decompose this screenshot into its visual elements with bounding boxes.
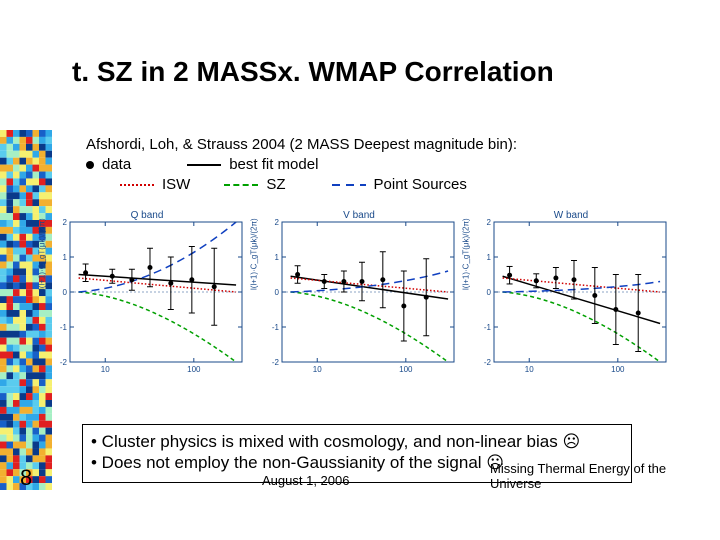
chart-v-band: V band l(l+1)·C_gT(μk)/(2π) -2-101210100… <box>256 208 462 376</box>
legend-row-2: ISW SZ Point Sources <box>120 176 467 193</box>
chart-w-band: W band l(l+1)·C_gT(μk)/(2π) -2-101210100… <box>468 208 674 376</box>
svg-text:2: 2 <box>275 218 280 227</box>
svg-text:1: 1 <box>63 253 68 262</box>
svg-text:10: 10 <box>313 365 322 374</box>
svg-text:100: 100 <box>399 365 413 374</box>
slide-number: 8 <box>20 465 32 491</box>
bestfit-line-icon <box>187 164 221 166</box>
svg-text:1: 1 <box>275 253 280 262</box>
svg-text:-1: -1 <box>484 323 492 332</box>
footer-right-text: Missing Thermal Energy of the Universe <box>490 462 720 492</box>
svg-text:-2: -2 <box>484 358 492 367</box>
svg-text:-1: -1 <box>272 323 280 332</box>
isw-line-icon <box>120 184 154 186</box>
legend-ps-label: Point Sources <box>374 176 467 193</box>
data-marker-icon <box>86 161 94 169</box>
legend-row-1: data best fit model <box>86 156 318 173</box>
svg-text:-1: -1 <box>60 323 68 332</box>
charts-row: Q band l(l+1)·C_gT(μk)/(2π) -2-101210100… <box>44 208 676 376</box>
citation-line: Afshordi, Loh, & Strauss 2004 (2 MASS De… <box>86 136 517 153</box>
svg-text:0: 0 <box>63 288 68 297</box>
svg-text:0: 0 <box>487 288 492 297</box>
svg-text:2: 2 <box>63 218 68 227</box>
ps-line-icon <box>332 184 366 186</box>
svg-text:0: 0 <box>275 288 280 297</box>
svg-text:1: 1 <box>487 253 492 262</box>
legend-bestfit-label: best fit model <box>229 156 318 173</box>
legend-data-label: data <box>102 156 131 173</box>
legend-isw-label: ISW <box>162 176 190 193</box>
slide-title: t. SZ in 2 MASSx. WMAP Correlation <box>72 56 554 88</box>
svg-text:100: 100 <box>187 365 201 374</box>
sz-line-icon <box>224 184 258 186</box>
footer-date: August 1, 2006 <box>262 473 349 488</box>
svg-text:-2: -2 <box>60 358 68 367</box>
svg-text:100: 100 <box>611 365 625 374</box>
chart-q-band: Q band l(l+1)·C_gT(μk)/(2π) -2-101210100… <box>44 208 250 376</box>
legend-sz-label: SZ <box>266 176 285 193</box>
svg-text:-2: -2 <box>272 358 280 367</box>
bullet-1: • Cluster physics is mixed with cosmolog… <box>91 431 623 452</box>
svg-text:2: 2 <box>487 218 492 227</box>
svg-text:10: 10 <box>525 365 534 374</box>
svg-text:10: 10 <box>101 365 110 374</box>
